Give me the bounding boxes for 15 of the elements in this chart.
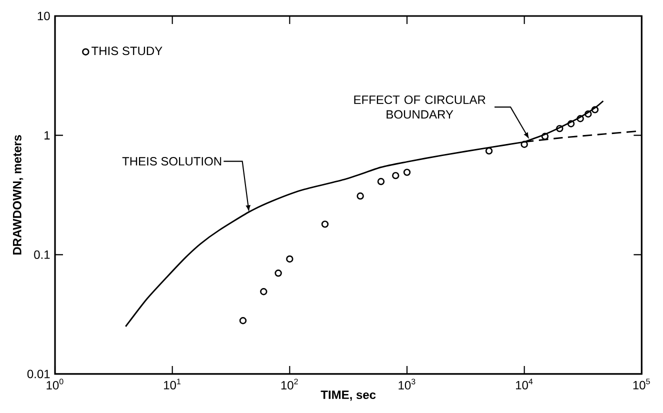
y-tick-label: 0.01 (27, 370, 50, 378)
x-tick-label: 10$^{0}$ (46, 378, 64, 390)
y-tick-label: 0.1 (34, 250, 50, 259)
y-tick-label: 10 (38, 12, 50, 20)
y-tick-label: 1 (44, 131, 50, 140)
legend-label: THIS STUDY (92, 46, 162, 56)
x-axis-title: TIME, sec (320, 390, 376, 401)
x-tick-label: 10$^{4}$ (516, 378, 533, 390)
y-axis-title: DRAWDOWN, meters (12, 135, 24, 255)
x-tick-label: 10$^{5}$ (633, 378, 650, 390)
x-tick-label: 10$^{1}$ (164, 378, 181, 390)
x-tick-label: 10$^{3}$ (398, 378, 416, 390)
x-tick-label: 10$^{2}$ (281, 378, 298, 390)
annotation: EFFECT OF CIRCULAR BOUNDARY (354, 96, 486, 119)
annotation: THEIS SOLUTION (122, 157, 222, 166)
